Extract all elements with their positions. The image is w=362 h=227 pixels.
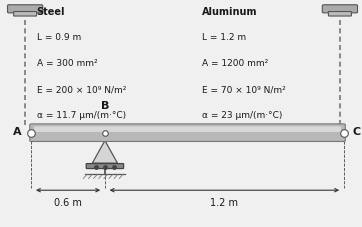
FancyBboxPatch shape	[30, 124, 345, 141]
Text: α = 23 μm/(m·°C): α = 23 μm/(m·°C)	[202, 111, 282, 120]
Text: E = 200 × 10⁹ N/m²: E = 200 × 10⁹ N/m²	[37, 85, 126, 94]
FancyBboxPatch shape	[322, 5, 358, 13]
Text: Steel: Steel	[37, 7, 65, 17]
Text: 1.2 m: 1.2 m	[210, 198, 239, 208]
Text: A = 1200 mm²: A = 1200 mm²	[202, 59, 268, 68]
FancyBboxPatch shape	[34, 126, 341, 132]
FancyBboxPatch shape	[328, 12, 352, 16]
Text: A = 300 mm²: A = 300 mm²	[37, 59, 97, 68]
Text: Aluminum: Aluminum	[202, 7, 257, 17]
Text: E = 70 × 10⁹ N/m²: E = 70 × 10⁹ N/m²	[202, 85, 286, 94]
FancyBboxPatch shape	[8, 5, 43, 13]
Text: C: C	[352, 126, 361, 137]
FancyBboxPatch shape	[14, 12, 37, 16]
Text: L = 1.2 m: L = 1.2 m	[202, 33, 246, 42]
Text: 0.6 m: 0.6 m	[54, 198, 82, 208]
Text: B: B	[101, 101, 109, 111]
Text: A: A	[13, 126, 21, 137]
FancyBboxPatch shape	[86, 164, 123, 169]
Text: α = 11.7 μm/(m·°C): α = 11.7 μm/(m·°C)	[37, 111, 126, 120]
Text: L = 0.9 m: L = 0.9 m	[37, 33, 81, 42]
Polygon shape	[92, 141, 118, 163]
